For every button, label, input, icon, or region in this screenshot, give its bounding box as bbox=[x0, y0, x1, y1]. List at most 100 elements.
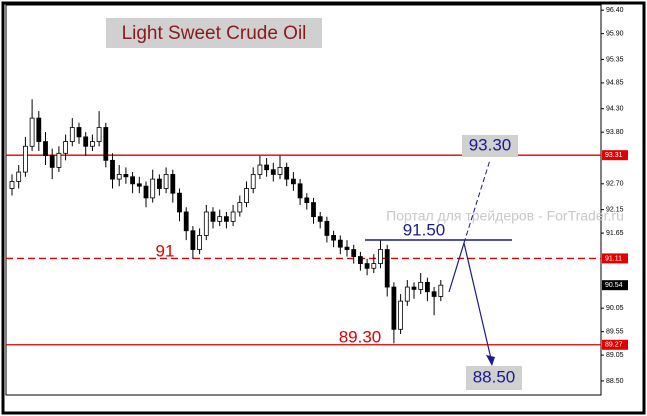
candle-body bbox=[418, 281, 424, 290]
y-tick-label: 92.15 bbox=[606, 206, 624, 213]
candle-body bbox=[364, 263, 370, 269]
candle-body bbox=[49, 155, 55, 168]
level-label: 91.11 bbox=[605, 255, 622, 262]
candle-body bbox=[270, 169, 276, 175]
y-tick-label: 94.30 bbox=[606, 106, 624, 113]
candle-body bbox=[331, 235, 337, 241]
candle-body bbox=[190, 230, 196, 250]
candle-body bbox=[351, 249, 357, 257]
annotation: 88.50 bbox=[473, 367, 516, 386]
candle-body bbox=[250, 174, 256, 189]
last-price-box bbox=[602, 280, 628, 291]
forecast-dashed bbox=[463, 159, 491, 244]
candle-body bbox=[170, 174, 176, 194]
level-label-box bbox=[602, 253, 628, 264]
candle-body bbox=[237, 202, 243, 213]
candle-body bbox=[163, 174, 169, 189]
candle-body bbox=[431, 291, 437, 297]
candle-body bbox=[244, 188, 249, 203]
candle-body bbox=[277, 166, 283, 175]
candle-body bbox=[284, 166, 290, 180]
candle-body bbox=[56, 152, 62, 168]
candle-body bbox=[297, 183, 303, 199]
y-tick-label: 92.70 bbox=[606, 181, 624, 188]
candle-body bbox=[130, 176, 136, 185]
label-box bbox=[462, 135, 518, 157]
candle-body bbox=[43, 141, 48, 157]
watermark: Портал для трейдеров - ForTrader.ru bbox=[386, 208, 624, 224]
candle-body bbox=[264, 164, 270, 171]
candle-body bbox=[391, 286, 397, 330]
y-tick-label: 95.90 bbox=[606, 30, 624, 37]
candle-body bbox=[337, 239, 343, 248]
level-label: 89.27 bbox=[605, 342, 623, 349]
candle-body bbox=[29, 117, 35, 147]
y-tick-label: 90.05 bbox=[606, 305, 624, 312]
candle-body bbox=[69, 127, 75, 142]
candle-body bbox=[344, 246, 350, 250]
candle-body bbox=[76, 127, 82, 138]
annotation: 91 bbox=[156, 241, 175, 260]
candle-body bbox=[304, 197, 310, 203]
candle-body bbox=[217, 216, 223, 222]
candle-body bbox=[257, 164, 263, 175]
y-tick-label: 89.05 bbox=[606, 352, 624, 359]
y-tick-label: 94.85 bbox=[606, 80, 624, 87]
candle-body bbox=[311, 202, 316, 218]
candle-body bbox=[136, 183, 142, 187]
y-tick-label: 93.80 bbox=[606, 129, 624, 136]
candle-body bbox=[197, 235, 203, 250]
label-box bbox=[466, 366, 522, 390]
candle-body bbox=[22, 145, 28, 173]
candle-body bbox=[123, 174, 129, 178]
candle-body bbox=[183, 211, 189, 232]
candle-body bbox=[156, 178, 162, 189]
level-label: 93.31 bbox=[605, 152, 623, 159]
candle-body bbox=[290, 178, 296, 185]
candle-body bbox=[424, 281, 430, 293]
annotation: 89.30 bbox=[339, 327, 382, 346]
candle-body bbox=[378, 249, 383, 264]
arrow-head bbox=[486, 355, 495, 366]
candle-body bbox=[83, 136, 89, 147]
candle-body bbox=[438, 284, 444, 297]
candle-body bbox=[103, 127, 109, 161]
plot-area bbox=[5, 4, 602, 396]
last-price-label: 90.54 bbox=[605, 282, 623, 289]
level-label-box bbox=[602, 150, 628, 161]
y-tick-label: 96.40 bbox=[606, 7, 624, 14]
candle-body bbox=[143, 185, 149, 199]
candle-body bbox=[16, 171, 22, 182]
candle-body bbox=[384, 249, 390, 288]
candle-body bbox=[36, 117, 42, 142]
candle-body bbox=[9, 181, 15, 189]
candle-body bbox=[177, 192, 182, 213]
candle-body bbox=[398, 300, 404, 330]
candle-body bbox=[371, 263, 377, 269]
candle-body bbox=[110, 159, 115, 180]
y-tick-label: 88.50 bbox=[606, 378, 624, 385]
candle-body bbox=[96, 127, 102, 142]
candle-body bbox=[324, 220, 330, 236]
candle-body bbox=[404, 286, 410, 302]
candle-body bbox=[90, 141, 95, 147]
candle-body bbox=[203, 211, 209, 236]
candle-body bbox=[230, 211, 236, 222]
y-tick-label: 89.55 bbox=[606, 328, 624, 335]
annotation: 93.30 bbox=[469, 135, 512, 154]
candle-body bbox=[150, 178, 156, 199]
candle-body bbox=[411, 286, 417, 290]
candle-body bbox=[116, 174, 122, 180]
candle-body bbox=[210, 211, 216, 222]
title-box bbox=[106, 18, 322, 48]
annotation: 91.50 bbox=[403, 220, 446, 239]
candle-body bbox=[223, 216, 229, 222]
level-label-box bbox=[602, 339, 628, 350]
candle-body bbox=[63, 141, 68, 154]
chart-title: Light Sweet Crude Oil bbox=[122, 23, 307, 44]
y-tick-label: 95.35 bbox=[606, 56, 624, 63]
candle-body bbox=[317, 216, 323, 222]
candle-body bbox=[357, 256, 363, 264]
y-tick-label: 91.65 bbox=[606, 230, 624, 237]
